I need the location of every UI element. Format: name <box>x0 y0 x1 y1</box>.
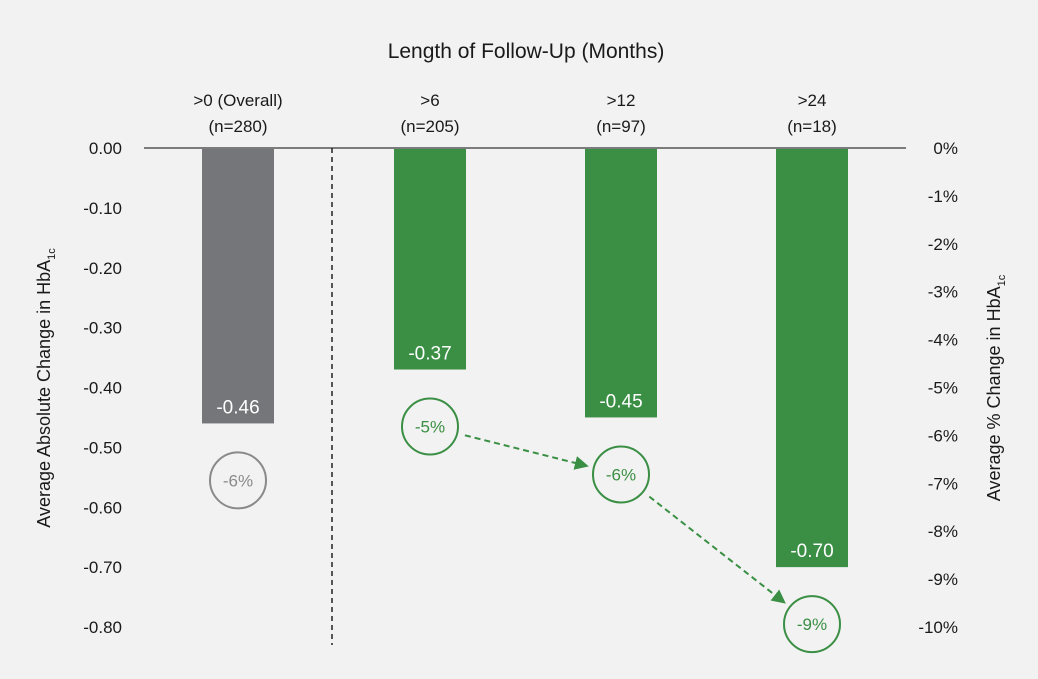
category-label: >24 <box>798 91 827 110</box>
y2-tick-label: -2% <box>928 235 958 254</box>
y-tick-label: -0.50 <box>83 438 122 457</box>
category-n-label: (n=280) <box>208 117 267 136</box>
percent-label: -6% <box>606 465 636 484</box>
percent-circle <box>209 451 267 510</box>
y-tick-label: -0.20 <box>83 259 122 278</box>
percent-circle <box>401 397 459 456</box>
percent-label: -6% <box>223 471 253 490</box>
bar-value-label: -0.37 <box>408 344 451 365</box>
trend-arrow <box>648 495 786 604</box>
y2-axis-label-main: Average % Change in HbA <box>984 286 1004 501</box>
percent-label: -9% <box>797 615 827 634</box>
y2-tick-label: -7% <box>928 474 958 493</box>
trend-arrow <box>464 434 589 470</box>
y2-tick-label: -6% <box>928 426 958 445</box>
y-tick-label: 0.00 <box>89 139 122 158</box>
y2-tick-label: -1% <box>928 187 958 206</box>
y2-axis-label-sub: 1c <box>996 274 1008 286</box>
bar <box>776 149 848 568</box>
y2-tick-label: -4% <box>928 331 958 350</box>
y2-tick-label: -8% <box>928 522 958 541</box>
category-n-label: (n=205) <box>400 117 459 136</box>
percent-circle <box>783 595 841 654</box>
y2-tick-label: -3% <box>928 283 958 302</box>
y-axis-label: Average Absolute Change in HbA1c <box>34 248 58 528</box>
y2-tick-label: -10% <box>918 618 958 637</box>
bar-value-label: -0.70 <box>790 541 833 562</box>
category-n-label: (n=97) <box>596 117 646 136</box>
y2-tick-label: 0% <box>933 139 958 158</box>
category-label: >0 (Overall) <box>193 91 282 110</box>
plot-area: 0.00 -0.10 -0.20 -0.30 -0.40 -0.50 -0.60 -0.70 -… <box>34 91 1008 654</box>
percent-circle <box>592 445 650 504</box>
bar <box>394 149 466 370</box>
category-label: >12 <box>607 91 636 110</box>
bar-value-label: -0.46 <box>216 397 259 418</box>
y-tick-label: -0.80 <box>83 618 122 637</box>
y2-axis-label: Average % Change in HbA1c <box>984 274 1008 501</box>
bar-value-label: -0.45 <box>599 391 642 412</box>
y2-tick-label: -5% <box>928 379 958 398</box>
chart-title: Length of Follow-Up (Months) <box>388 40 665 63</box>
y-axis-label-main: Average Absolute Change in HbA <box>34 260 54 528</box>
category-label: >6 <box>420 91 439 110</box>
y-tick-label: -0.30 <box>83 319 122 338</box>
y-axis-label-sub: 1c <box>46 248 58 260</box>
bar <box>202 149 274 424</box>
y-tick-label: -0.10 <box>83 199 122 218</box>
y2-tick-label: -9% <box>928 570 958 589</box>
category-n-label: (n=18) <box>787 117 837 136</box>
percent-label: -5% <box>415 418 445 437</box>
y-tick-label: -0.60 <box>83 498 122 517</box>
y-tick-label: -0.70 <box>83 558 122 577</box>
y-tick-label: -0.40 <box>83 379 122 398</box>
bar <box>585 149 657 418</box>
